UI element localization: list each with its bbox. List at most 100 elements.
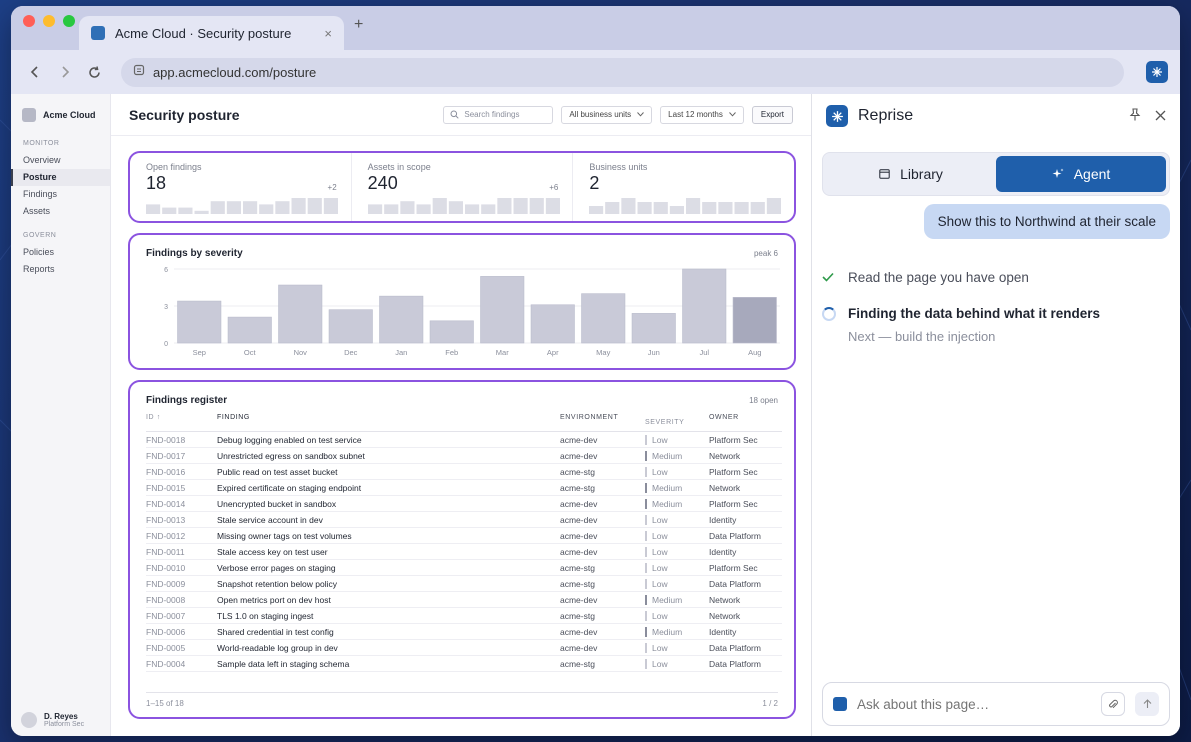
table-row[interactable]: FND-0014 Unencrypted bucket in sandbox acm… [146, 496, 782, 512]
sidebar-item-overview[interactable]: Overview [23, 155, 61, 165]
finding-severity: Medium [645, 498, 709, 509]
bar-apr[interactable] [530, 304, 575, 344]
table-row[interactable]: FND-0016 Public read on test asset bucket… [146, 464, 782, 480]
attach-button[interactable] [1101, 692, 1125, 716]
sparkline-bar [718, 202, 733, 214]
severity-marker [645, 450, 647, 461]
sidebar-item-posture[interactable]: Posture [11, 169, 110, 186]
sparkline-bar [146, 204, 161, 214]
context-page-icon [833, 697, 847, 711]
business-unit-value: All business units [569, 110, 632, 119]
finding-severity: Medium [645, 626, 709, 637]
finding-environment: acme-dev [560, 434, 598, 445]
user-role: Platform Sec [44, 721, 85, 728]
pin-icon[interactable] [1129, 108, 1141, 124]
forward-icon[interactable] [53, 60, 77, 84]
finding-title: Stale access key on test user [217, 546, 328, 557]
new-tab-button[interactable]: + [354, 16, 364, 33]
business-unit-select[interactable]: All business units [561, 105, 653, 124]
sidebar-item-assets[interactable]: Assets [23, 206, 51, 216]
severity-label: Low [652, 434, 668, 445]
bar-nov[interactable] [278, 284, 323, 344]
bar-aug[interactable] [732, 297, 777, 344]
composer [822, 682, 1170, 726]
library-icon [879, 169, 890, 179]
column-header-finding[interactable]: FINDING [217, 414, 250, 421]
sidebar-item-reports[interactable]: Reports [23, 264, 55, 274]
finding-severity: Medium [645, 594, 709, 605]
finding-title: Snapshot retention below policy [217, 578, 338, 589]
table-row[interactable]: FND-0015 Expired certificate on staging e… [146, 480, 782, 496]
bar-may[interactable] [581, 293, 626, 344]
bar-mar[interactable] [480, 276, 525, 344]
send-button[interactable] [1135, 692, 1159, 716]
x-tick-label: May [596, 348, 610, 357]
column-header-severity[interactable]: SEVERITY [645, 419, 685, 426]
table-row[interactable]: FND-0008 Open metrics port on dev host acm… [146, 592, 782, 608]
table-row[interactable]: FND-0004 Sample data left in staging sche… [146, 656, 782, 672]
address-bar[interactable]: app.acmecloud.com/posture [120, 57, 1125, 87]
table-row[interactable]: FND-0012 Missing owner tags on test volum… [146, 528, 782, 544]
table-row[interactable]: FND-0011 Stale access key on test user acm… [146, 544, 782, 560]
bar-jun[interactable] [631, 313, 676, 344]
reprise-extension-icon[interactable] [1146, 61, 1169, 83]
sparkline-bar [734, 202, 750, 214]
site-info-icon[interactable] [133, 63, 145, 81]
tab-close-icon[interactable]: × [324, 25, 332, 41]
bar-sep[interactable] [177, 300, 222, 344]
table-row[interactable]: FND-0017 Unrestricted egress on sandbox s… [146, 448, 782, 464]
table-row[interactable]: FND-0010 Verbose error pages on staging ac… [146, 560, 782, 576]
table-row[interactable]: FND-0006 Shared credential in test config… [146, 624, 782, 640]
sparkline-bar [210, 201, 225, 214]
sidebar-item-findings[interactable]: Findings [23, 189, 58, 199]
table-row[interactable]: FND-0007 TLS 1.0 on staging ingest acme-st… [146, 608, 782, 624]
sidebar-item-policies[interactable]: Policies [23, 247, 55, 257]
bar-jul[interactable] [682, 268, 727, 344]
minimize-window-button[interactable] [43, 15, 55, 27]
reload-icon[interactable] [83, 60, 107, 84]
table-row[interactable]: FND-0013 Stale service account in dev acme… [146, 512, 782, 528]
column-header-owner[interactable]: OWNER [709, 414, 739, 421]
column-header-id[interactable]: ID ↑ [146, 414, 161, 421]
brand[interactable]: Acme Cloud [11, 108, 110, 122]
finding-environment: acme-stg [560, 562, 595, 573]
search-input[interactable]: Search findings [443, 105, 554, 124]
y-tick-label: 0 [164, 341, 168, 348]
bar-oct[interactable] [227, 316, 272, 344]
finding-severity: Medium [645, 450, 709, 461]
bar-jan[interactable] [379, 295, 424, 344]
bar-feb[interactable] [429, 320, 474, 344]
sparkline-bar [307, 198, 322, 214]
panel-title: Reprise [858, 107, 914, 124]
pagination-range: 1–15 of 18 [146, 699, 184, 708]
tab-library[interactable]: Library [826, 156, 996, 192]
date-range-select[interactable]: Last 12 months [660, 105, 744, 124]
sparkline-bar [513, 198, 528, 214]
severity-marker [645, 626, 647, 637]
severity-label: Medium [652, 594, 683, 605]
table-row[interactable]: FND-0009 Snapshot retention below policy a… [146, 576, 782, 592]
pagination-page[interactable]: 1 / 2 [762, 699, 778, 708]
user-profile[interactable]: D. Reyes Platform Sec [21, 712, 84, 728]
tab-agent[interactable]: Agent [996, 156, 1166, 192]
finding-title: Sample data left in staging schema [217, 658, 350, 669]
bar-dec[interactable] [328, 309, 373, 344]
maximize-window-button[interactable] [63, 15, 75, 27]
export-button[interactable]: Export [751, 105, 793, 124]
composer-input[interactable] [857, 696, 1091, 712]
table-row[interactable]: FND-0005 World-readable log group in dev a… [146, 640, 782, 656]
sparkline-bar [275, 201, 290, 214]
register-title: Findings register [146, 395, 228, 406]
table-row[interactable]: FND-0018 Debug logging enabled on test se… [146, 432, 782, 448]
finding-severity: Low [645, 434, 709, 445]
finding-environment: acme-dev [560, 514, 598, 525]
close-window-button[interactable] [23, 15, 35, 27]
x-tick-label: Apr [547, 348, 559, 357]
severity-label: Medium [652, 498, 683, 509]
back-icon[interactable] [23, 60, 47, 84]
column-header-environment[interactable]: ENVIRONMENT [560, 414, 619, 421]
finding-id: FND-0014 [146, 498, 186, 509]
close-icon[interactable] [1155, 108, 1166, 124]
chevron-down-icon [637, 112, 645, 117]
browser-tab[interactable]: Acme Cloud · Security posture × [79, 16, 344, 50]
